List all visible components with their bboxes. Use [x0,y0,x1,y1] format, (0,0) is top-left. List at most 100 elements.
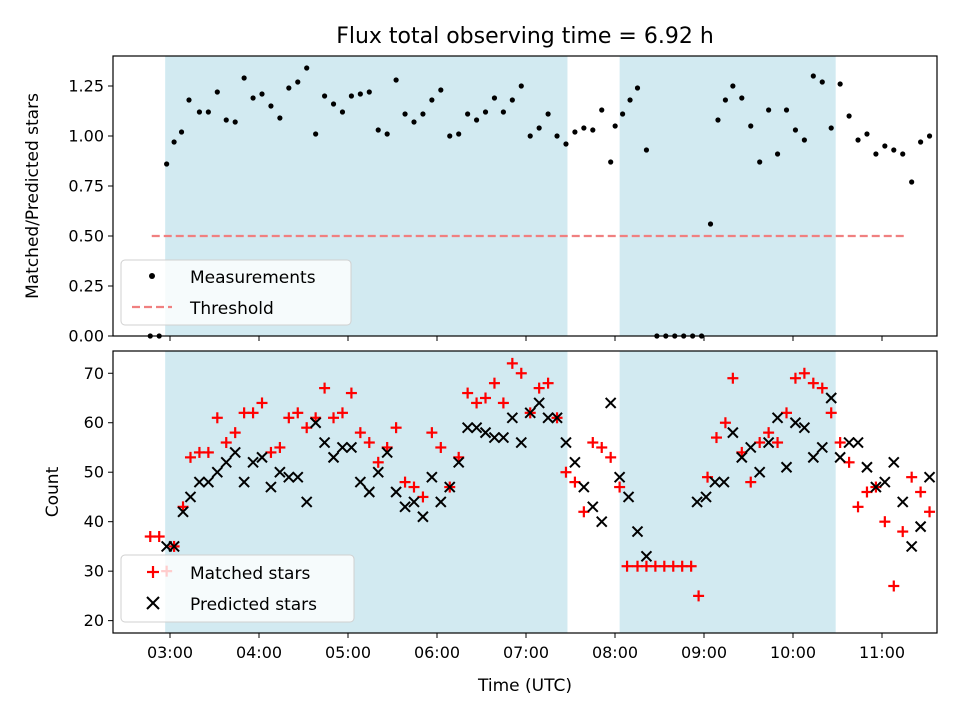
measurement-point [643,147,650,153]
measurement-point [366,89,372,95]
matched-point [497,397,509,409]
predicted-point [256,451,268,464]
predicted-point [327,451,340,464]
matched-point [488,377,500,389]
y-tick-label: 40 [84,512,104,531]
legend-label-threshold: Threshold [189,299,274,319]
predicted-point [771,412,784,424]
matched-point [336,407,348,419]
matched-point [247,407,259,419]
matched-point [354,427,366,439]
matched-point [560,466,572,478]
predicted-point [193,476,206,488]
measurement-point [223,117,229,123]
measurement-point [196,109,203,115]
predicted-point [852,436,864,449]
predicted-point [470,421,483,434]
matched-point [471,397,483,409]
matched-point [772,437,784,449]
measurement-point [527,133,533,139]
measurement-point [186,97,192,103]
matched-point [345,387,357,399]
matched-point [202,446,214,458]
x-tick-label: 11:00 [859,643,905,662]
predicted-point [709,476,721,488]
matched-point [879,516,891,528]
x-axis-ticks: 03:00 04:00 05:00 06:00 07:00 08:00 09:00 10:00… [147,633,905,662]
measurement-point [819,79,825,85]
predicted-point [879,476,891,488]
y-tick-label: 1.00 [68,127,104,146]
measurement-point [232,119,238,125]
measurement-point [608,159,614,165]
data-marks [144,357,936,602]
matched-point [719,417,731,429]
measurement-point [259,91,265,97]
y-tick-label: 30 [84,562,104,581]
measurement-point [402,111,408,117]
matched-point [807,377,819,389]
y-tick-label: 0.25 [68,277,104,296]
measurement-point [447,133,453,139]
matched-point [710,432,722,444]
measurement-point [241,75,247,81]
predicted-point [435,496,447,508]
measurement-point [627,97,633,103]
predicted-point [488,431,501,444]
predicted-point [888,456,900,469]
matched-point [372,456,384,468]
predicted-point [613,471,626,483]
matched-point [435,441,447,453]
y-axis-ticks: 0.00 0.25 0.50 0.75 1.00 1.25 [68,77,113,346]
measurement-point [348,93,355,99]
predicted-point [914,520,927,533]
measurement-point [882,143,888,149]
y-tick-label: 20 [84,611,104,630]
matched-point [283,412,295,424]
matched-point [301,422,313,434]
matched-point [220,437,232,449]
measurement-point [864,131,870,137]
y-tick-label: 60 [84,413,104,432]
predicted-point [533,397,545,409]
measurement-point [295,79,301,85]
measurement-point [518,83,524,89]
measurement-point [536,125,542,131]
matched-point [852,501,864,513]
measurement-point [277,115,283,121]
predicted-point [177,506,189,518]
predicted-point [762,436,775,449]
measurement-point [286,85,292,91]
matched-point [727,372,739,384]
measurement-point [205,109,211,115]
x-tick-label: 06:00 [414,643,460,662]
measurement-point [420,111,426,117]
legend-marker-predicted [146,596,160,610]
measurement-point [178,129,185,135]
axes-frame [112,350,938,634]
y-tick-label: 50 [84,463,104,482]
measurement-point [438,87,444,93]
matched-point [906,471,918,483]
measurement-point [313,131,319,137]
matched-point [621,560,633,572]
predicted-point [184,491,197,503]
measurement-point [900,151,906,157]
measurement-point [873,151,879,157]
predicted-point [283,471,295,483]
measurement-point [330,101,337,107]
measurement-point [491,95,498,101]
matched-point [569,476,581,488]
predicted-point [560,436,572,449]
matched-point [211,412,223,424]
measurement-point [473,117,480,123]
measurement-point [321,93,328,99]
predicted-point [789,417,802,429]
predicted-point [345,441,358,454]
legend-label-predicted: Predicted stars [190,595,317,615]
matched-point [390,422,402,434]
measurement-point [828,125,834,131]
predicted-point [640,550,653,563]
predicted-point [265,481,277,493]
